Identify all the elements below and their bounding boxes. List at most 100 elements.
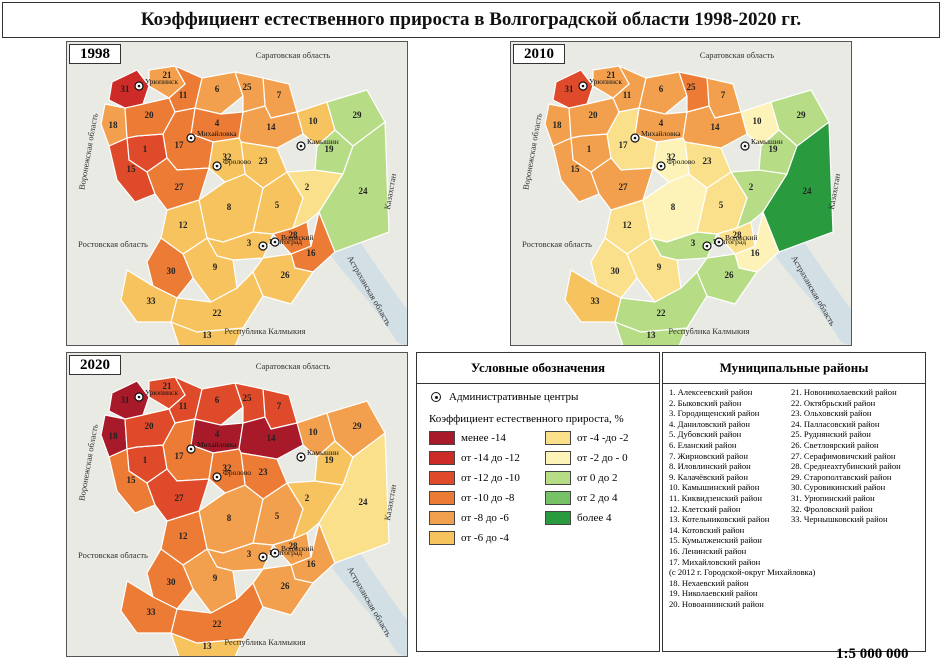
district-number: 29 (353, 421, 363, 431)
city-label-frolovo: Фролово (667, 157, 695, 166)
district-entry: 11. Киквидзенский район (669, 492, 762, 503)
legend-title: Условные обозначения (417, 353, 659, 384)
district-number: 27 (175, 182, 185, 192)
neighbour-label-kalmykia: Республика Калмыкия (224, 326, 305, 336)
year-label-1998: 1998 (69, 44, 121, 64)
district-entry: 9. Калачёвский район (669, 471, 748, 482)
district-number: 23 (259, 467, 269, 477)
district-number: 25 (243, 82, 253, 92)
district-number: 9 (213, 262, 218, 272)
district-number: 6 (659, 84, 664, 94)
admin-center-dot (215, 475, 219, 479)
district-entry: 17. Михайловский район (669, 556, 761, 567)
river-water (317, 232, 407, 345)
legend-item-label: от -6 до -4 (461, 532, 509, 544)
district-number: 23 (259, 156, 269, 166)
district-entry: 24. Палласовский район (791, 418, 880, 429)
district-entry: 4. Даниловский район (669, 418, 751, 429)
district-number: 32 (223, 152, 233, 162)
legend-item-label: от -10 до -8 (461, 492, 515, 504)
district-entry: 33. Чернышковский район (791, 514, 888, 525)
legend-item: от 2 до 4 (545, 491, 618, 505)
admin-center-dot (137, 395, 141, 399)
district-29 (770, 89, 830, 147)
neighbour-label-saratov: Саратовская область (256, 50, 331, 60)
map-svg-1998: 1234567891011121314151617181920212223242… (67, 42, 407, 345)
year-label-2020: 2020 (69, 355, 121, 375)
district-number: 3 (691, 238, 696, 248)
legend-item-label: от -8 до -6 (461, 512, 509, 524)
neighbour-label-saratov: Саратовская область (256, 361, 331, 371)
district-number: 2 (305, 493, 310, 503)
district-number: 22 (657, 308, 667, 318)
district-number: 32 (667, 152, 677, 162)
district-number: 11 (623, 90, 632, 100)
legend-swatch (429, 451, 455, 465)
district-entry: 16. Ленинский район (669, 545, 747, 556)
legend-swatch (429, 531, 455, 545)
admin-center-dot (581, 84, 585, 88)
admin-center-icon (431, 392, 441, 402)
district-number: 7 (721, 90, 726, 100)
district-number: 22 (213, 308, 223, 318)
year-label-2010: 2010 (513, 44, 565, 64)
district-number: 16 (307, 559, 317, 569)
district-number: 22 (213, 619, 223, 629)
district-31 (108, 69, 150, 109)
district-27 (590, 157, 654, 211)
legend-item: от -6 до -4 (429, 531, 509, 545)
river-water (761, 232, 851, 345)
district-number: 17 (619, 140, 629, 150)
legend-item: более 4 (545, 511, 611, 525)
city-label-mikhaylovka: Михайловка (197, 440, 237, 449)
city-label-uryupinsk: Урюпинск (589, 77, 622, 86)
neighbour-label-kalmykia: Республика Калмыкия (668, 326, 749, 336)
district-number: 28 (733, 230, 743, 240)
admin-center-dot (137, 84, 141, 88)
district-number: 4 (215, 118, 220, 128)
district-number: 16 (307, 248, 317, 258)
legend-item: от -4 -до -2 (545, 431, 629, 445)
district-entry: 23. Ольховский район (791, 408, 872, 419)
district-entry: 20. Новоаннинский район (669, 598, 764, 609)
district-entry: 1. Алексеевский район (669, 387, 753, 397)
admin-center-dot (273, 551, 277, 555)
legend-swatch (545, 511, 571, 525)
district-number: 20 (145, 110, 155, 120)
district-number: 2 (749, 182, 754, 192)
admin-center-dot (189, 447, 193, 451)
legend-item-label: от -12 до -10 (461, 472, 520, 484)
legend-item: менее -14 (429, 431, 506, 445)
district-32 (208, 448, 246, 494)
legend-item-label: от -2 до - 0 (577, 452, 628, 464)
district-entry: 18. Нехаевский район (669, 577, 749, 588)
district-number: 28 (289, 541, 299, 551)
legend-item-label: от -4 -до -2 (577, 432, 629, 444)
legend-coef-label: Коэффициент естественного прироста, % (429, 413, 624, 425)
district-number: 12 (179, 531, 189, 541)
districts-title: Муниципальные районы (663, 353, 925, 384)
neighbour-label-saratov: Саратовская область (700, 50, 775, 60)
district-number: 31 (565, 84, 575, 94)
legend-swatch (429, 511, 455, 525)
district-number: 8 (227, 202, 232, 212)
district-number: 20 (589, 110, 599, 120)
district-entry: 31. Урюпинский район (791, 492, 875, 503)
district-number: 10 (309, 427, 319, 437)
district-number: 26 (281, 581, 291, 591)
district-number: 15 (127, 475, 137, 485)
district-number: 33 (147, 607, 157, 617)
district-number: 31 (121, 395, 131, 405)
city-label-volzhsky: Волжский (725, 233, 757, 242)
district-entry: 29. Старополтавский район (791, 471, 892, 482)
neighbour-label-rostov: Ростовская область (78, 550, 148, 560)
district-entry: 28. Среднеахтубинский район (791, 461, 901, 472)
district-number: 26 (281, 270, 291, 280)
district-number: 4 (659, 118, 664, 128)
district-number: 17 (175, 451, 185, 461)
admin-center-dot (261, 555, 265, 559)
district-entry: 7. Жирновский район (669, 450, 749, 461)
district-entry: 5. Дубовский район (669, 429, 742, 440)
legend-item: от -12 до -10 (429, 471, 520, 485)
district-number: 19 (325, 144, 335, 154)
